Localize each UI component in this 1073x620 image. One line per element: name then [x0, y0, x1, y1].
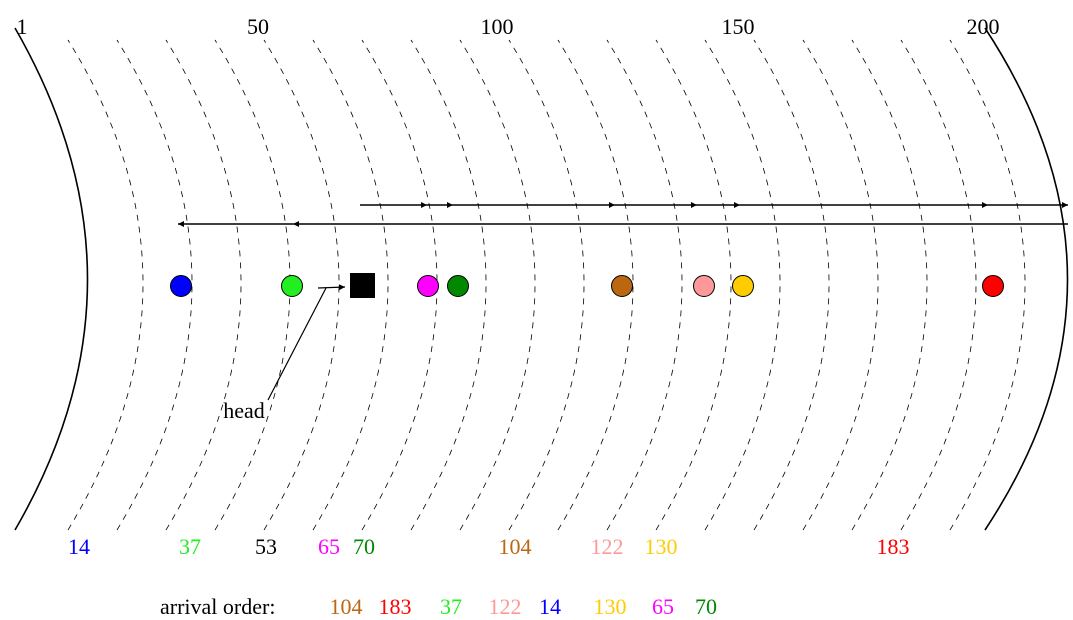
cylinder-track [704, 39, 781, 531]
arrival-item: 70 [695, 594, 717, 615]
outer-disk-edge [984, 27, 1069, 531]
request-70 [447, 275, 469, 297]
arrival-order-list: 104 183 37 122 14 130 65 70 [330, 594, 718, 619]
disk-edges [14, 27, 1069, 531]
cylinder-track [361, 39, 438, 531]
cylinder-track [851, 39, 928, 531]
request-183 [982, 275, 1004, 297]
scale-label-1: 1 [17, 14, 28, 39]
inner-disk-edge [14, 27, 89, 531]
head-marker [350, 273, 375, 298]
scale-label-50: 50 [247, 14, 269, 39]
request-65 [417, 275, 439, 297]
arrival-item: 122 [489, 594, 522, 615]
request-130 [732, 275, 754, 297]
cylinder-track [263, 39, 340, 531]
requests [170, 275, 1004, 297]
cylinder-track [459, 39, 536, 531]
cylinder-label-65: 65 [318, 534, 340, 559]
cylinder-track [410, 39, 487, 531]
arrival-item: 14 [539, 594, 561, 615]
cylinder-label-53: 53 [255, 534, 277, 559]
arrival-item: 130 [594, 594, 627, 615]
cylinder-label-104: 104 [499, 534, 532, 559]
head-pointer-line [267, 287, 327, 401]
cylinder-track [557, 39, 634, 531]
arrival-item: 37 [440, 594, 462, 615]
cylinder-label-122: 122 [591, 534, 624, 559]
cylinder-track [753, 39, 830, 531]
scale-label-150: 150 [722, 14, 755, 39]
cylinder-label-70: 70 [353, 534, 375, 559]
request-14 [170, 275, 192, 297]
cylinder-track [655, 39, 732, 531]
head-label: head [223, 398, 265, 423]
cylinder-track [508, 39, 585, 531]
cylinder-track [802, 39, 879, 531]
arrival-item: 183 [379, 594, 412, 615]
cylinder-track [606, 39, 683, 531]
arrival-item: 65 [652, 594, 674, 615]
request-122 [693, 275, 715, 297]
cylinder-track [214, 39, 291, 531]
head-movement-path [178, 202, 1068, 227]
scale-label-200: 200 [967, 14, 1000, 39]
cylinder-track [949, 39, 1026, 531]
cylinder-label-37: 37 [179, 534, 201, 559]
cylinder-track [116, 39, 193, 531]
cylinder-track [67, 39, 144, 531]
arrival-order-label: arrival order: [160, 594, 275, 615]
cylinder-track [312, 39, 389, 531]
arrival-item: 104 [330, 594, 363, 615]
cylinder-labels: 14 37 53 65 70 104 122 130 183 [68, 534, 910, 559]
cylinder-label-183: 183 [877, 534, 910, 559]
request-37 [281, 275, 303, 297]
scale-label-100: 100 [481, 14, 514, 39]
cylinder-label-130: 130 [645, 534, 678, 559]
cylinder-tracks [67, 39, 1026, 531]
cylinder-track [900, 39, 977, 531]
request-104 [611, 275, 633, 297]
cylinder-label-14: 14 [68, 534, 90, 559]
head-pointer-arrow [317, 284, 346, 291]
cylinder-track [165, 39, 242, 531]
